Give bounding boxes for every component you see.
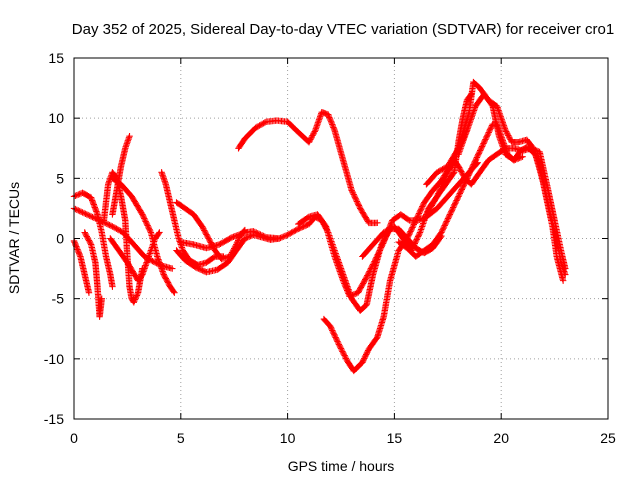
data-point-markers: [109, 175, 178, 296]
data-series-arc-19: [423, 78, 567, 284]
data-series-arc-12: [177, 213, 445, 314]
x-tick-label: 20: [493, 430, 509, 446]
y-tick-label: 10: [48, 110, 64, 126]
data-point-markers: [177, 213, 445, 314]
data-point-markers: [81, 229, 105, 320]
y-tick-label: 0: [56, 231, 64, 247]
data-series-arc-20: [455, 90, 526, 164]
data-point-markers: [359, 90, 475, 260]
x-tick-label: 15: [387, 430, 403, 446]
x-tick-label: 25: [600, 430, 616, 446]
data-series-arc-17: [395, 121, 569, 278]
data-point-markers: [295, 159, 481, 300]
data-point-markers: [395, 121, 569, 278]
y-tick-label: -5: [52, 291, 65, 307]
data-series-arc-16: [359, 90, 475, 260]
y-tick-label: 15: [48, 50, 64, 66]
x-tick-label: 5: [177, 430, 185, 446]
data-point-markers: [235, 109, 381, 227]
data-series-arc-4: [81, 229, 105, 320]
y-tick-label: 5: [56, 170, 64, 186]
data-series-arc-13: [235, 109, 381, 227]
data-points: [70, 78, 569, 375]
y-axis-label: SDTVAR / TECUs: [6, 182, 22, 294]
x-tick-label: 0: [70, 430, 78, 446]
data-point-markers: [423, 78, 567, 284]
axis-ticks: 0 5 10 15 20 25 -15 -10 -5 0 5 10 15: [44, 50, 616, 446]
x-tick-label: 10: [280, 430, 296, 446]
data-series-arc-14: [295, 159, 481, 300]
x-axis-label: GPS time / hours: [288, 458, 395, 474]
data-point-markers: [455, 90, 526, 164]
y-tick-label: -10: [44, 351, 64, 367]
data-series-arc-8: [109, 175, 178, 296]
y-tick-label: -15: [44, 411, 64, 427]
chart-title: Day 352 of 2025, Sidereal Day-to-day VTE…: [72, 21, 614, 38]
